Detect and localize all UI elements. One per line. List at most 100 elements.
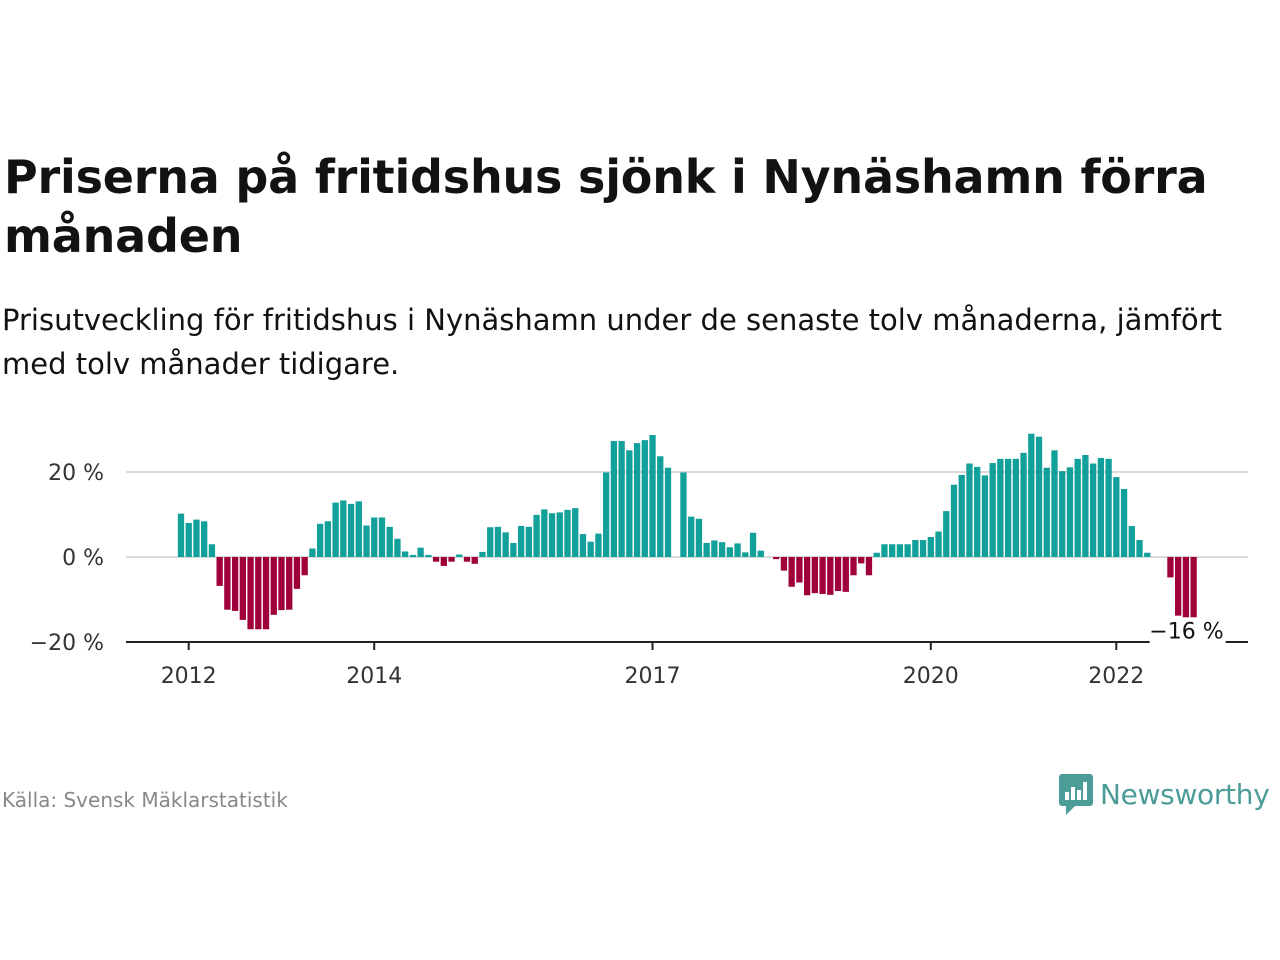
bar [966,463,973,557]
bar [494,526,502,557]
bar [324,521,332,557]
bar [703,542,710,557]
bar [695,518,703,557]
bar [239,557,246,620]
bar [402,551,409,557]
bar [448,557,455,562]
bar [1035,436,1043,557]
bar [1074,458,1081,557]
bar [456,554,463,557]
chart-title: Priserna på fritidshus sjönk i Nynäshamn… [4,150,1208,263]
bar [185,523,192,557]
bar [564,509,571,557]
bar [1182,557,1190,623]
x-tick-label: 2012 [161,664,217,689]
bar [177,513,185,557]
bar [363,525,370,557]
bar [1059,471,1066,557]
bar [981,475,989,557]
bar [1120,489,1128,557]
bar [286,557,293,610]
bar [556,512,563,558]
bar [1051,450,1058,557]
bar [502,532,509,557]
bar [680,472,687,557]
bar [216,557,223,586]
bar [533,514,540,557]
bar [641,440,648,558]
bar [347,503,355,558]
bar [1043,467,1050,557]
bar [803,557,811,596]
bar [270,557,277,615]
bar-chart: 20 % 0 % −20 % 2012 2014 2017 2020 2022−16 % [30,433,1248,689]
bar [603,472,610,557]
bar [935,531,942,557]
bar [858,557,865,564]
bar [231,557,239,611]
bar [865,557,873,576]
bar [262,557,270,630]
end-value-label: −16 % [1149,619,1223,644]
bar [548,513,556,557]
bar [842,557,849,592]
bars [177,433,1197,630]
bar [579,534,587,557]
bar [726,547,733,557]
x-tick-label: 2017 [624,664,680,689]
bar [873,552,880,557]
bar [927,537,934,558]
x-tick-label: 2022 [1088,664,1144,689]
newsworthy-logo-text: Newsworthy [1100,777,1270,811]
chart-subtitle: Prisutveckling för fritidshus i Nynäsham… [2,303,1222,381]
newsworthy-logo: Newsworthy [1058,772,1270,816]
bar [997,458,1004,557]
bar [425,554,432,558]
bar [487,527,494,557]
bar [224,557,231,610]
bar [734,543,741,557]
bar [394,538,401,557]
bar [293,557,301,589]
bar [1128,525,1135,557]
bar [664,467,672,557]
bar [541,509,548,557]
bar [417,547,424,557]
bar [943,511,950,557]
bar [749,532,757,558]
bar [711,540,718,557]
bar [525,526,532,557]
bar [193,519,200,557]
bar [796,557,803,583]
bar [688,516,695,558]
bar [432,557,440,562]
bar [1144,552,1151,557]
bar [1082,455,1089,557]
bar [618,440,625,557]
bar [1012,458,1019,557]
end-label-background [1149,617,1226,648]
bar [950,484,958,557]
bar [1020,452,1027,558]
axis-labels: 20 % 0 % −20 % 2012 2014 2017 2020 2022−16 % [30,461,1226,689]
bar [904,544,911,557]
bar [332,502,339,557]
bar [610,440,618,557]
bar [309,548,316,557]
x-tick-label: 2014 [346,664,402,689]
bar [919,540,927,557]
x-tick-label: 2020 [903,664,959,689]
bar [742,552,749,557]
bar [881,544,888,557]
bar [657,456,664,557]
bar [773,557,780,560]
bar [371,517,378,557]
bar [1136,540,1143,557]
bar [479,551,486,557]
bar [1167,557,1174,578]
bar [208,544,216,557]
bar [278,557,285,611]
bar [595,533,602,558]
bar [989,463,996,557]
bar [718,542,726,558]
